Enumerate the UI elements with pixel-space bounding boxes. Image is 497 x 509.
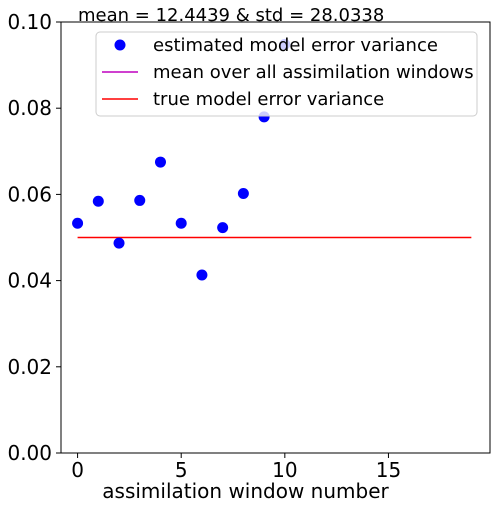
y-tick-label: 0.10 — [7, 10, 52, 34]
legend-label: mean over all assimilation windows — [153, 62, 474, 83]
x-axis-ticks: 0 5 10 15 — [71, 453, 401, 482]
y-tick-label: 0.02 — [7, 355, 52, 379]
data-point — [134, 195, 145, 206]
y-tick-label: 0.08 — [7, 96, 52, 120]
data-point — [155, 157, 166, 168]
y-tick-label: 0.00 — [7, 441, 52, 465]
data-point — [176, 218, 187, 229]
data-point — [93, 196, 104, 207]
y-tick-label: 0.04 — [7, 269, 52, 293]
data-point — [114, 238, 125, 249]
data-point — [238, 188, 249, 199]
chart-title: mean = 12.4439 & std = 28.0338 — [78, 5, 384, 26]
legend-marker — [115, 40, 126, 51]
data-point — [217, 222, 228, 233]
y-tick-label: 0.06 — [7, 182, 52, 206]
data-point — [72, 218, 83, 229]
legend-label: true model error variance — [153, 89, 384, 110]
legend: estimated model error variance mean over … — [96, 32, 477, 116]
x-axis-title: assimilation window number — [102, 479, 389, 503]
y-axis-ticks: 0.00 0.02 0.04 0.06 0.08 0.10 — [7, 10, 61, 465]
x-tick-label: 0 — [71, 458, 84, 482]
legend-label: estimated model error variance — [153, 35, 438, 56]
data-point — [196, 269, 207, 280]
